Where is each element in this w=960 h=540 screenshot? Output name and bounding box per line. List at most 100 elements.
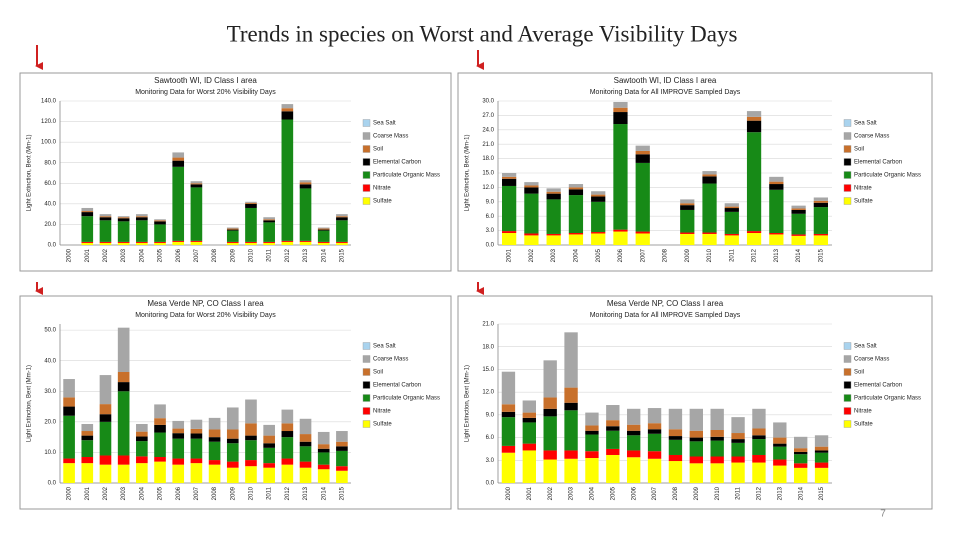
bar-segment	[136, 214, 148, 217]
x-tick-label: 2003	[121, 486, 127, 500]
bar-segment	[710, 440, 724, 457]
bar-segment	[299, 182, 312, 185]
bar-segment	[564, 410, 578, 451]
bar-segment	[724, 206, 739, 209]
bar-segment	[81, 211, 94, 213]
bar-segment	[99, 455, 112, 465]
bar-segment	[317, 229, 330, 231]
bar-segment	[299, 434, 312, 442]
arrows	[35, 45, 484, 295]
bar-segment	[172, 152, 185, 158]
bar-segment	[190, 433, 203, 439]
x-tick-label: 2001	[85, 248, 91, 262]
bar-segment	[668, 454, 683, 462]
bar-segment	[585, 425, 599, 431]
chart-title: Mesa Verde NP, CO Class I area	[147, 299, 264, 308]
bar-segment	[99, 404, 112, 415]
bar-segment	[245, 435, 257, 441]
x-tick-label: 2004	[139, 486, 145, 500]
legend-label: Coarse Mass	[854, 357, 889, 363]
bar-segment	[606, 454, 620, 483]
legend-label: Particulate Organic Mass	[854, 173, 921, 179]
x-tick-label: 2009	[685, 248, 691, 262]
bar-segment	[81, 431, 94, 436]
x-tick-label: 2009	[230, 248, 236, 262]
bar-segment	[336, 466, 348, 471]
bar-segment	[814, 462, 829, 468]
bar-segment	[317, 228, 330, 230]
legend-swatch	[362, 171, 371, 179]
bar-segment	[502, 233, 517, 245]
bar-segment	[299, 446, 312, 462]
bar-segment	[731, 439, 745, 443]
bar-segment	[564, 387, 578, 403]
bar-segment	[613, 101, 628, 108]
y-tick-label: 18.0	[482, 156, 494, 162]
legend-label: Elemental Carbon	[373, 160, 421, 166]
bar-segment	[606, 420, 620, 427]
x-tick-label: 2003	[551, 248, 557, 262]
y-axis-label: Light Extinction, Bext (Mm-1)	[27, 365, 33, 442]
bar-segment	[585, 451, 599, 459]
bar-segment	[81, 242, 94, 245]
legend-swatch	[843, 184, 852, 192]
bar-segment	[647, 451, 662, 459]
bar-segment	[226, 461, 239, 468]
bar-segment	[568, 234, 584, 245]
bar-segment	[172, 433, 185, 439]
bar-segment	[317, 444, 330, 449]
bar-segment	[117, 391, 130, 456]
x-tick-label: 2004	[574, 248, 580, 262]
bar-segment	[702, 233, 717, 245]
x-tick-label: 2009	[694, 486, 700, 500]
bar-segment	[546, 235, 561, 245]
bar-segment	[702, 174, 717, 177]
bar-segment	[136, 217, 148, 221]
bar-segment	[172, 428, 185, 434]
y-tick-label: 6.0	[486, 214, 495, 220]
bar-segment	[81, 440, 94, 458]
bar-segment	[117, 221, 130, 242]
bar-segment	[647, 429, 662, 434]
legend-label: Coarse Mass	[373, 134, 408, 140]
x-tick-label: 2002	[103, 486, 109, 500]
bar-segment	[136, 241, 148, 243]
bar-segment	[522, 417, 536, 423]
bar-segment	[190, 184, 203, 188]
x-tick-label: 2007	[194, 486, 200, 500]
bar-segment	[606, 405, 620, 421]
chart-panel: Mesa Verde NP, CO Class I area Monitoring…	[19, 295, 452, 510]
bar-segment	[627, 430, 641, 436]
bar-segment	[627, 424, 641, 431]
bar-segment	[522, 450, 536, 483]
bar-segment	[724, 203, 739, 207]
x-tick-label: 2005	[158, 486, 164, 500]
legend-label: Nitrate	[373, 186, 391, 192]
x-tick-label: 2011	[267, 486, 273, 500]
bar-segment	[263, 463, 275, 468]
bar-segment	[336, 214, 348, 217]
legend-label: Sulfate	[854, 422, 873, 428]
bar-segment	[245, 466, 257, 483]
legend-label: Sea Salt	[854, 344, 877, 350]
bar-segment	[794, 454, 808, 464]
bar-segment	[543, 450, 557, 460]
bar-segment	[281, 119, 294, 241]
bar-segment	[769, 184, 784, 190]
x-tick-label: 2001	[507, 248, 513, 262]
bar-segment	[522, 422, 536, 444]
x-tick-label: 2007	[640, 248, 646, 262]
x-tick-label: 2000	[67, 248, 73, 262]
bar-segment	[546, 191, 561, 194]
bar-segment	[154, 242, 166, 245]
y-tick-label: 20.0	[44, 222, 56, 228]
bar-segment	[543, 408, 557, 417]
x-tick-label: 2003	[121, 248, 127, 262]
bar-segment	[591, 191, 606, 195]
bar-segment	[813, 202, 828, 208]
bar-segment	[208, 464, 221, 483]
bar-segment	[136, 441, 148, 457]
bar-segment	[154, 241, 166, 243]
bar-segment	[226, 230, 239, 242]
